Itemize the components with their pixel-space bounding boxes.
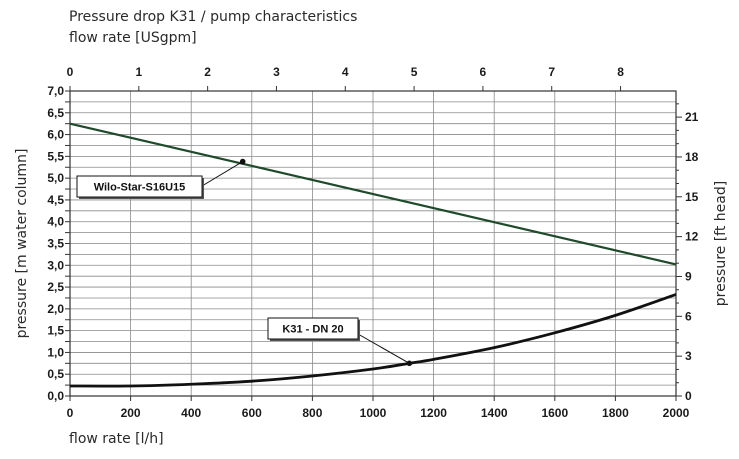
right-tick-label: 6 bbox=[685, 309, 692, 323]
right-axis-title: pressure [ft head] bbox=[713, 181, 729, 306]
x-tick-label: 0 bbox=[67, 406, 74, 420]
k31-label-text: K31 - DN 20 bbox=[282, 324, 343, 336]
x-tick-label: 1000 bbox=[360, 406, 387, 420]
x-tick-label: 1400 bbox=[481, 406, 508, 420]
y-tick-label: 0,0 bbox=[47, 389, 64, 403]
y-tick-label: 4,0 bbox=[47, 215, 64, 229]
x-tick-label: 400 bbox=[181, 406, 201, 420]
y-tick-label: 0,5 bbox=[47, 367, 64, 381]
right-tick-label: 9 bbox=[685, 269, 692, 283]
y-axis-title: pressure [m water column] bbox=[14, 149, 30, 339]
top-tick-label: 0 bbox=[67, 65, 74, 79]
x-tick-label: 1600 bbox=[541, 406, 568, 420]
y-tick-label: 2,0 bbox=[47, 302, 64, 316]
y-tick-label: 6,0 bbox=[47, 128, 64, 142]
x-tick-label: 600 bbox=[242, 406, 262, 420]
x-tick-label: 1200 bbox=[420, 406, 447, 420]
y-tick-label: 1,5 bbox=[47, 324, 64, 338]
right-tick-label: 3 bbox=[685, 349, 692, 363]
top-tick-label: 3 bbox=[273, 65, 280, 79]
y-tick-label: 5,0 bbox=[47, 171, 64, 185]
k31-label-box bbox=[267, 317, 359, 340]
right-tick-label: 0 bbox=[685, 389, 692, 403]
x-tick-label: 1800 bbox=[602, 406, 629, 420]
top-tick-label: 6 bbox=[480, 65, 487, 79]
top-tick-label: 7 bbox=[548, 65, 555, 79]
wilo-label-leader bbox=[201, 161, 243, 187]
y-tick-label: 2,5 bbox=[47, 280, 64, 294]
y-tick-label: 7,0 bbox=[47, 84, 64, 98]
y-tick-label: 4,5 bbox=[47, 193, 64, 207]
x-tick-label: 2000 bbox=[663, 406, 690, 420]
series-line-0 bbox=[69, 122, 677, 266]
right-tick-label: 18 bbox=[685, 150, 699, 164]
top-tick-label: 2 bbox=[204, 65, 211, 79]
x-tick-label: 200 bbox=[121, 406, 141, 420]
y-tick-label: 1,0 bbox=[47, 345, 64, 359]
x-tick-label: 800 bbox=[302, 406, 322, 420]
top-tick-label: 4 bbox=[342, 65, 349, 79]
y-tick-label: 3,0 bbox=[47, 258, 64, 272]
x-axis-title: flow rate [l/h] bbox=[69, 431, 164, 447]
right-tick-label: 15 bbox=[685, 190, 699, 204]
k31-label-leader bbox=[357, 333, 410, 364]
y-tick-label: 3,5 bbox=[47, 237, 64, 251]
right-tick-label: 21 bbox=[685, 110, 699, 124]
wilo-label-box bbox=[76, 175, 203, 198]
top-tick-label: 1 bbox=[135, 65, 142, 79]
top-tick-label: 5 bbox=[411, 65, 418, 79]
wilo-label-text: Wilo-Star-S16U15 bbox=[94, 182, 186, 194]
y-tick-label: 6,5 bbox=[47, 106, 64, 120]
series-marker-1 bbox=[406, 360, 413, 367]
top-tick-label: 8 bbox=[617, 65, 624, 79]
y-tick-label: 5,5 bbox=[47, 149, 64, 163]
chart-title: Pressure drop K31 / pump characteristics bbox=[69, 9, 358, 25]
series-line-1 bbox=[69, 293, 677, 388]
right-tick-label: 12 bbox=[685, 230, 699, 244]
top-axis-title: flow rate [USgpm] bbox=[69, 30, 197, 46]
